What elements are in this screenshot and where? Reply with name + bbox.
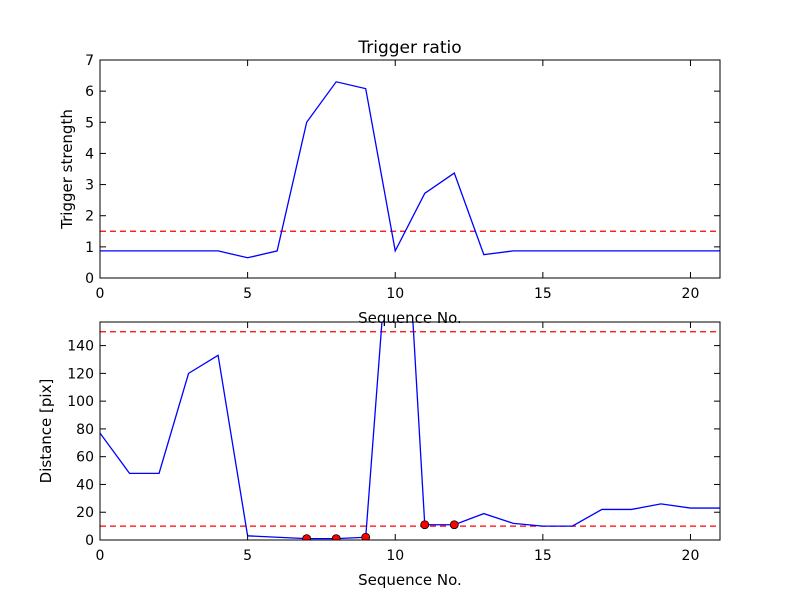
x-tick-label: 5 (243, 286, 252, 302)
y-tick-label: 40 (76, 477, 94, 493)
x-tick-label: 0 (96, 548, 105, 564)
data-point-marker (361, 532, 371, 540)
x-tick-label: 10 (386, 286, 404, 302)
x-tick-label: 0 (96, 286, 105, 302)
y-tick-label: 0 (85, 271, 94, 287)
y-tick-label: 7 (85, 53, 94, 69)
x-tick-label: 15 (534, 286, 552, 302)
y-tick-label: 120 (67, 366, 94, 382)
chart-title: Trigger ratio (357, 38, 461, 58)
data-point-marker (331, 534, 341, 540)
y-axis-label: Distance [pix] (37, 379, 55, 484)
y-tick-label: 1 (85, 240, 94, 256)
y-tick-label: 0 (85, 533, 94, 549)
y-axis-label: Trigger strength (58, 109, 76, 230)
x-axis-label: Sequence No. (358, 571, 462, 589)
y-tick-label: 20 (76, 505, 94, 521)
y-tick-label: 2 (85, 209, 94, 225)
data-point-marker (302, 534, 312, 540)
x-tick-label: 15 (534, 548, 552, 564)
y-tick-label: 3 (85, 178, 94, 194)
y-tick-label: 6 (85, 84, 94, 100)
data-point-marker (420, 520, 430, 530)
series-line (100, 322, 720, 540)
series-line (100, 81, 720, 259)
trigger-ratio-chart: Trigger ratio 0 5 10 15 20 0 1 2 3 4 5 6 7 Sequence … (58, 38, 721, 327)
x-tick-label: 20 (682, 548, 700, 564)
y-tick-label: 4 (85, 146, 94, 162)
plot-frame (99, 321, 721, 541)
y-tick-label: 100 (67, 394, 94, 410)
x-tick-label: 5 (243, 548, 252, 564)
y-tick-label: 140 (67, 339, 94, 355)
x-tick-label: 10 (386, 548, 404, 564)
y-tick-label: 60 (76, 450, 94, 466)
x-tick-label: 20 (682, 286, 700, 302)
data-point-marker (449, 520, 459, 530)
y-tick-label: 5 (85, 115, 94, 131)
x-axis-label: Sequence No. (358, 309, 462, 327)
plot-frame (99, 59, 721, 279)
y-tick-label: 80 (76, 422, 94, 438)
